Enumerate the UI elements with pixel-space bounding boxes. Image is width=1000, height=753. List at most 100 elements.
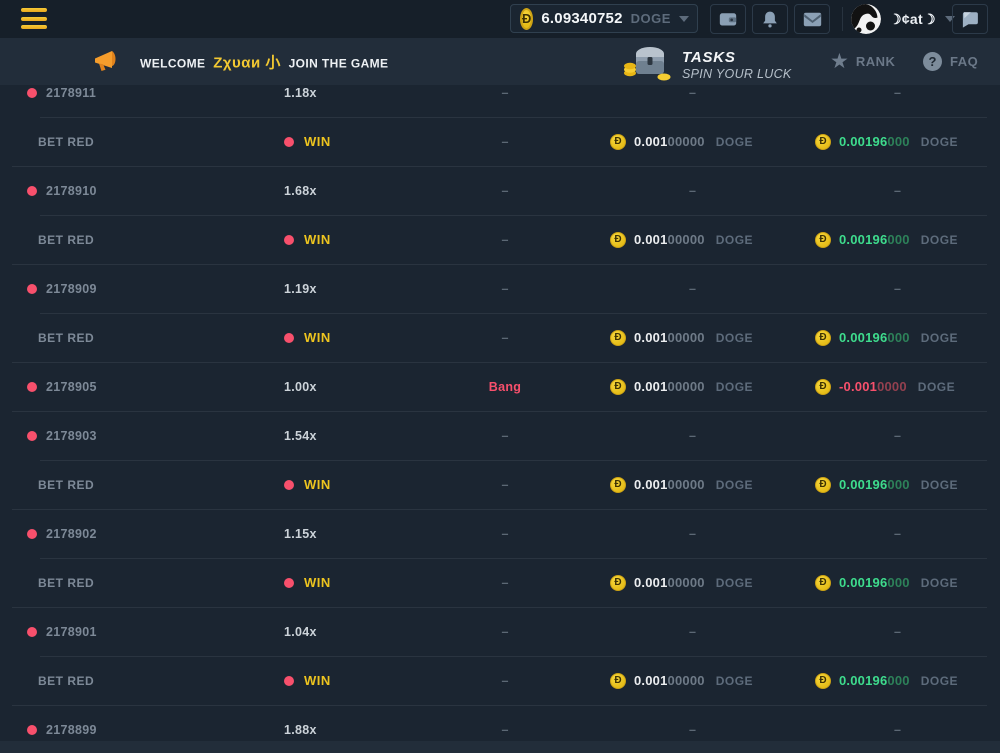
- bet-cell: BET RED: [0, 331, 250, 345]
- empty-cell: –: [590, 723, 795, 737]
- dash: –: [894, 624, 901, 639]
- bang-label: Bang: [488, 379, 522, 394]
- round-row[interactable]: 2178909 1.19x – – –: [0, 264, 1000, 313]
- dash: –: [689, 526, 696, 541]
- amount-cell: Ð 0.00100000 DOGE: [590, 133, 795, 150]
- amount-cell: Ð 0.00196000 DOGE: [795, 329, 1000, 346]
- chat-button[interactable]: [952, 4, 988, 34]
- round-cell: 2178903: [0, 429, 250, 443]
- menu-button[interactable]: [21, 8, 47, 30]
- messages-button[interactable]: [794, 4, 830, 34]
- round-id: 2178911: [46, 85, 97, 100]
- amount: 0.00196000: [839, 232, 910, 247]
- amount-main: 0.00196: [839, 330, 888, 345]
- amount-zeros: 00000: [667, 134, 705, 149]
- round-id: 2178902: [46, 526, 97, 541]
- result-cell: WIN: [250, 673, 420, 688]
- dash: –: [501, 526, 509, 541]
- amount-cell: Ð 0.00100000 DOGE: [590, 231, 795, 248]
- empty-cell: –: [420, 233, 590, 247]
- username: ☽¢at☽: [889, 10, 936, 27]
- win-dot-icon: [284, 479, 294, 490]
- round-dot-icon: [27, 185, 37, 196]
- bet-cell: BET RED: [0, 478, 250, 492]
- round-cell: 2178905: [0, 380, 250, 394]
- currency-label: DOGE: [920, 575, 959, 590]
- currency-label: DOGE: [920, 673, 959, 688]
- amount-main: 0.00196: [839, 232, 888, 247]
- bet-row[interactable]: BET RED WIN – Ð 0.00100000 DOGE Ð 0.00196000 DOG…: [0, 656, 1000, 705]
- treasure-chest-icon: [622, 42, 672, 87]
- dash: –: [501, 232, 509, 247]
- win-label: WIN: [304, 330, 331, 345]
- bell-icon: [763, 11, 777, 28]
- rank-link[interactable]: ★ RANK: [830, 38, 895, 85]
- currency-label: DOGE: [920, 477, 959, 492]
- dash: –: [894, 183, 901, 198]
- doge-coin-icon: Ð: [815, 672, 831, 689]
- currency-label: DOGE: [715, 575, 754, 590]
- multiplier-cell: 1.88x: [250, 723, 420, 737]
- user-menu[interactable]: ☽¢at☽: [851, 3, 955, 35]
- round-row[interactable]: 2178899 1.88x – – –: [0, 705, 1000, 753]
- dash: –: [689, 281, 696, 296]
- top-bar: Ð 6.09340752 DOGE: [0, 0, 1000, 38]
- empty-cell: –: [795, 723, 1000, 737]
- notifications-button[interactable]: [752, 4, 788, 34]
- wallet-button[interactable]: [710, 4, 746, 34]
- win-dot-icon: [284, 675, 294, 686]
- amount-zeros: 000: [887, 330, 910, 345]
- multiplier-cell: 1.15x: [250, 527, 420, 541]
- amount-zeros: 00000: [667, 575, 705, 590]
- round-row[interactable]: 2178905 1.00x Bang Ð 0.00100000 DOGE Ð -0.00100…: [0, 362, 1000, 411]
- currency-label: DOGE: [920, 330, 959, 345]
- amount-cell: Ð 0.00196000 DOGE: [795, 672, 1000, 689]
- tasks-title: TASKS: [682, 48, 736, 66]
- amount-zeros: 00000: [667, 232, 705, 247]
- round-id: 2178909: [46, 281, 97, 296]
- round-row[interactable]: 2178903 1.54x – – –: [0, 411, 1000, 460]
- announcement-bar: WELCOME Ζχυαи 小 JOIN THE GAME TASKS SPIN…: [0, 38, 1000, 85]
- round-row[interactable]: 2178910 1.68x – – –: [0, 166, 1000, 215]
- bet-label: BET RED: [38, 575, 95, 590]
- round-row[interactable]: 2178911 1.18x – – –: [0, 85, 1000, 117]
- multiplier: 1.18x: [284, 85, 317, 100]
- balance-selector[interactable]: Ð 6.09340752 DOGE: [510, 4, 698, 33]
- round-cell: 2178911: [0, 86, 250, 100]
- empty-cell: –: [795, 184, 1000, 198]
- faq-link[interactable]: ? FAQ: [923, 38, 978, 85]
- header-divider: [842, 7, 843, 31]
- amount-zeros: 00000: [667, 477, 705, 492]
- bet-row[interactable]: BET RED WIN – Ð 0.00100000 DOGE Ð 0.00196000 DOG…: [0, 558, 1000, 607]
- dash: –: [689, 722, 696, 737]
- amount: 0.00196000: [839, 134, 910, 149]
- doge-coin-icon: Ð: [815, 133, 831, 150]
- doge-coin-icon: Ð: [610, 378, 626, 395]
- multiplier-cell: 1.68x: [250, 184, 420, 198]
- bet-row[interactable]: BET RED WIN – Ð 0.00100000 DOGE Ð 0.00196000 DOG…: [0, 117, 1000, 166]
- tasks-banner[interactable]: TASKS SPIN YOUR LUCK: [622, 42, 792, 87]
- bet-row[interactable]: BET RED WIN – Ð 0.00100000 DOGE Ð 0.00196000 DOG…: [0, 215, 1000, 264]
- bet-label: BET RED: [38, 134, 95, 149]
- avatar: [851, 4, 881, 34]
- empty-cell: –: [795, 429, 1000, 443]
- bet-cell: BET RED: [0, 135, 250, 149]
- round-row[interactable]: 2178902 1.15x – – –: [0, 509, 1000, 558]
- dash: –: [689, 624, 696, 639]
- bet-row[interactable]: BET RED WIN – Ð 0.00100000 DOGE Ð 0.00196000 DOG…: [0, 460, 1000, 509]
- doge-coin-icon: Ð: [520, 7, 534, 30]
- balance-currency: DOGE: [630, 11, 671, 26]
- multiplier-cell: 1.04x: [250, 625, 420, 639]
- result-cell: WIN: [250, 232, 420, 247]
- star-icon: ★: [830, 50, 849, 73]
- empty-cell: –: [795, 282, 1000, 296]
- amount-zeros: 000: [887, 673, 910, 688]
- multiplier: 1.04x: [284, 624, 317, 639]
- bet-row[interactable]: BET RED WIN – Ð 0.00100000 DOGE Ð 0.00196000 DOG…: [0, 313, 1000, 362]
- dash: –: [894, 85, 901, 100]
- bet-label: BET RED: [38, 330, 95, 345]
- bet-label: BET RED: [38, 477, 95, 492]
- currency-label: DOGE: [715, 134, 754, 149]
- amount-main: 0.001: [634, 379, 668, 394]
- round-row[interactable]: 2178901 1.04x – – –: [0, 607, 1000, 656]
